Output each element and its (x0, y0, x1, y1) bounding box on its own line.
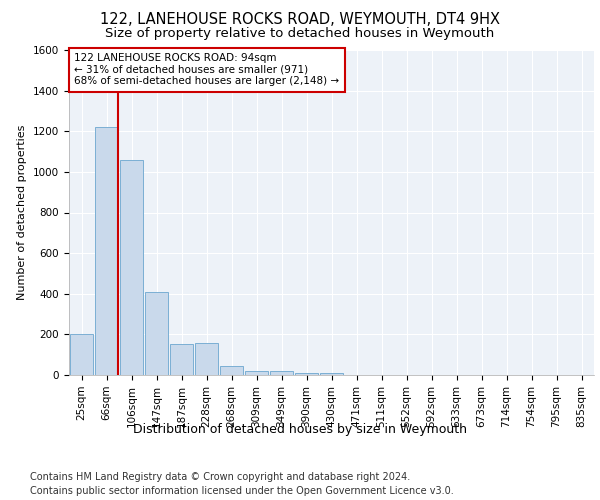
Text: Size of property relative to detached houses in Weymouth: Size of property relative to detached ho… (106, 28, 494, 40)
Bar (295, 373, 319, 375)
Text: Distribution of detached houses by size in Weymouth: Distribution of detached houses by size … (133, 422, 467, 436)
Bar (70, 334, 94, 375)
Bar (194, 342, 218, 375)
Bar (170, 344, 193, 375)
Bar (320, 373, 343, 375)
Bar (245, 371, 268, 375)
Bar (95, 127, 118, 375)
Text: Contains HM Land Registry data © Crown copyright and database right 2024.: Contains HM Land Registry data © Crown c… (30, 472, 410, 482)
Text: 122, LANEHOUSE ROCKS ROAD, WEYMOUTH, DT4 9HX: 122, LANEHOUSE ROCKS ROAD, WEYMOUTH, DT4… (100, 12, 500, 28)
Bar (119, 160, 143, 375)
Text: 122 LANEHOUSE ROCKS ROAD: 94sqm
← 31% of detached houses are smaller (971)
68% o: 122 LANEHOUSE ROCKS ROAD: 94sqm ← 31% of… (74, 53, 340, 86)
Bar (220, 366, 244, 375)
Text: Contains public sector information licensed under the Open Government Licence v3: Contains public sector information licen… (30, 486, 454, 496)
Bar (269, 371, 293, 375)
Y-axis label: Number of detached properties: Number of detached properties (17, 125, 28, 300)
Bar (145, 292, 169, 375)
